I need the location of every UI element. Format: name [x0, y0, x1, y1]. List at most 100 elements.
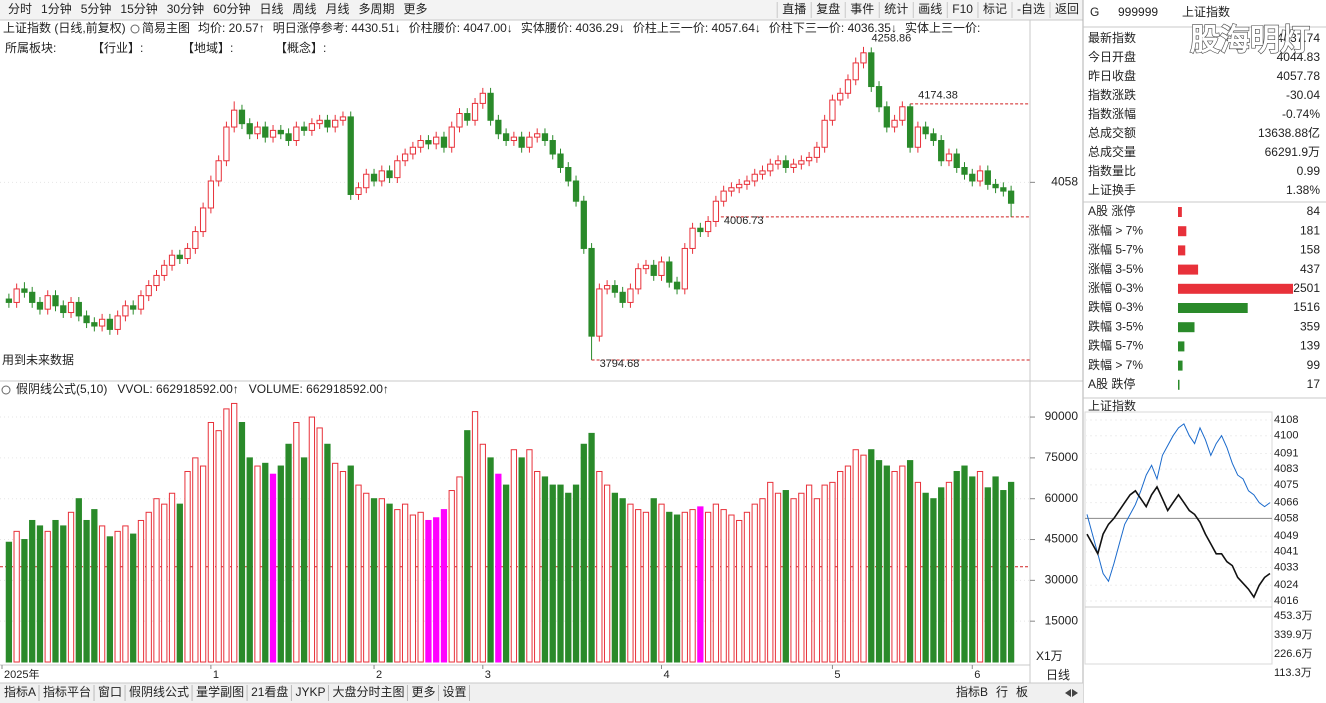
volume-bar — [425, 519, 432, 663]
bottom-tab[interactable]: 更多 — [411, 685, 435, 699]
breadth-count: 17 — [1307, 377, 1321, 391]
toolbar-bg — [0, 0, 1083, 20]
price-ref-label: 3794.68 — [600, 358, 640, 370]
volume-bar — [332, 462, 339, 663]
candle-body — [21, 288, 28, 293]
volume-bar — [409, 514, 417, 663]
volume-bar — [75, 498, 82, 663]
quote-label: 总成交量 — [1088, 144, 1136, 159]
toolbar-action[interactable]: -自选 — [1017, 2, 1045, 16]
candle-body — [60, 305, 67, 314]
toolbar-action[interactable]: 直播 — [782, 2, 806, 16]
toolbar-action[interactable]: F10 — [952, 2, 973, 16]
bottom-tab[interactable]: 设置 — [442, 685, 466, 699]
bottom-tab[interactable]: 量学副图 — [196, 684, 244, 699]
candle-body — [743, 180, 751, 185]
bottom-tab[interactable]: JYKP — [295, 685, 325, 699]
sector-label: 【行业】: — [92, 41, 143, 55]
volume-bar — [316, 427, 323, 663]
volume-bar — [557, 484, 564, 663]
mini-tick-label: 4066 — [1274, 497, 1298, 509]
period-tab[interactable]: 5分钟 — [81, 1, 112, 16]
candle-body — [238, 109, 246, 125]
volume-bar — [285, 443, 292, 663]
volume-bar — [969, 476, 976, 663]
candle-body — [883, 106, 890, 128]
bottom-tab[interactable]: 指标A — [4, 684, 36, 699]
toolbar-action[interactable]: 事件 — [850, 2, 874, 16]
period-tab[interactable]: 月线 — [326, 2, 350, 16]
candle-body — [767, 163, 774, 172]
volume-bar — [906, 460, 914, 663]
candle-body — [464, 113, 471, 121]
candle-body — [145, 285, 152, 297]
volume-bar — [168, 492, 176, 663]
volume-bar — [526, 449, 533, 663]
mini-volume-tick: 453.3万 — [1274, 610, 1313, 622]
volume-bar — [914, 481, 922, 663]
candle-body — [433, 136, 440, 145]
period-tab[interactable]: 分时 — [8, 2, 32, 16]
volume-bar — [440, 509, 448, 663]
breadth-bar — [1178, 360, 1183, 371]
volume-bar — [502, 484, 510, 663]
date-label: 4 — [664, 669, 670, 681]
quote-value: 1.38% — [1286, 183, 1320, 197]
volume-bar — [464, 430, 471, 663]
period-tab[interactable]: 60分钟 — [213, 1, 250, 16]
bottom-tab-right[interactable]: 板 — [1016, 685, 1028, 699]
volume-bar — [184, 470, 191, 663]
bottom-tab-right[interactable]: 指标B — [956, 684, 988, 699]
period-tab[interactable]: 日线 — [259, 2, 283, 16]
volume-bar — [339, 470, 347, 663]
candle-body — [495, 119, 502, 135]
period-tab[interactable]: 多周期 — [359, 2, 395, 16]
mini-tick-label: 4049 — [1274, 530, 1298, 542]
bottom-tab[interactable]: 21看盘 — [251, 684, 288, 699]
bottom-tab[interactable]: 大盘分时主图 — [332, 684, 404, 699]
candle-body — [534, 133, 541, 138]
volume-bar — [938, 487, 945, 663]
bottom-tab[interactable]: 指标平台 — [43, 684, 91, 699]
code-prefix: G — [1090, 5, 1099, 19]
candle-body — [588, 247, 595, 337]
breadth-label: A股 跌停 — [1088, 376, 1135, 391]
candle-body — [332, 119, 339, 128]
candle-body — [502, 133, 510, 142]
candle-body — [572, 180, 580, 202]
candle-body — [75, 301, 82, 317]
bottom-tab[interactable]: 窗口 — [98, 685, 122, 699]
candle-body — [215, 160, 222, 182]
breadth-label: 涨幅 > 7% — [1088, 222, 1143, 237]
period-tab[interactable]: 15分钟 — [120, 1, 157, 16]
date-label: 1 — [213, 669, 219, 681]
breadth-label: 涨幅 3-5% — [1088, 261, 1144, 276]
toolbar-action[interactable]: 返回 — [1055, 2, 1079, 16]
period-tab[interactable]: 1分钟 — [41, 1, 72, 16]
watermark: 股海明灯 — [1190, 24, 1310, 57]
mini-tick-label: 4058 — [1274, 512, 1298, 524]
bottom-tab-right[interactable]: 行 — [996, 685, 1008, 699]
candle-body — [13, 288, 20, 303]
breadth-bar — [1178, 379, 1180, 390]
candle-body — [293, 126, 300, 142]
volume-bar — [992, 476, 999, 663]
volume-bar — [953, 470, 960, 663]
candle-body — [860, 52, 867, 64]
toolbar-action[interactable]: 标记 — [983, 2, 1007, 16]
period-tab[interactable]: 30分钟 — [167, 1, 204, 16]
period-tab[interactable]: 更多 — [404, 2, 428, 16]
volume-bar — [293, 421, 300, 663]
candle-body — [231, 109, 238, 128]
toolbar-action[interactable]: 画线 — [918, 2, 942, 16]
volume-bar — [394, 509, 401, 663]
bottom-tab[interactable]: 假阴线公式 — [129, 685, 189, 699]
period-tab[interactable]: 周线 — [292, 2, 316, 16]
toolbar-action[interactable]: 复盘 — [816, 1, 840, 16]
volume-unit: X1万 — [1036, 649, 1063, 663]
volume-bar — [448, 490, 455, 663]
info-item: 实体腰价: 4036.29↓ — [521, 20, 625, 35]
volume-bar — [324, 443, 331, 663]
toolbar-action[interactable]: 统计 — [884, 2, 908, 16]
volume-bar — [945, 481, 953, 663]
